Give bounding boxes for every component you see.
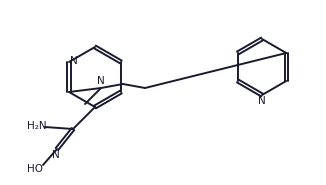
Text: N: N (258, 96, 266, 106)
Text: H₂N: H₂N (27, 121, 47, 131)
Text: N: N (97, 76, 105, 86)
Text: N: N (52, 150, 60, 160)
Text: N: N (70, 56, 78, 66)
Text: HO: HO (27, 164, 43, 174)
